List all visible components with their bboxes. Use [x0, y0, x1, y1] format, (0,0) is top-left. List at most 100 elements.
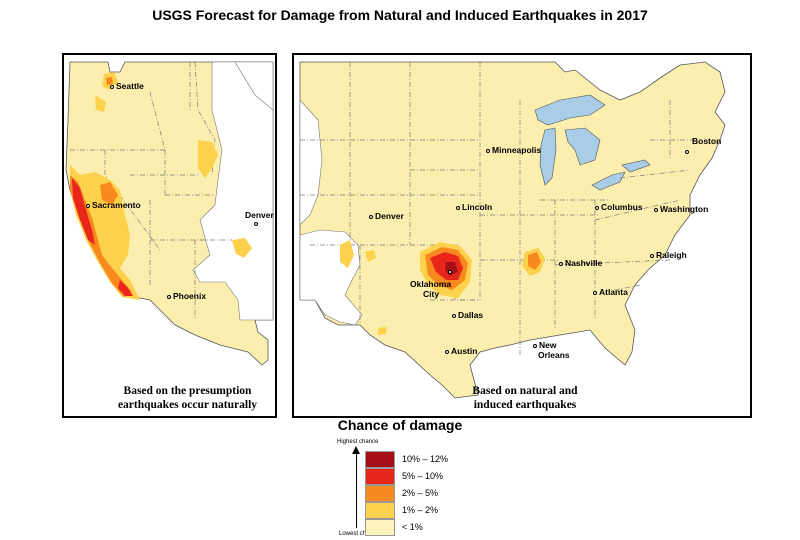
city-label: Austin — [451, 346, 478, 356]
legend-label: 10% – 12% — [402, 454, 449, 464]
city-dot-icon — [86, 203, 90, 208]
left-hazard-yellow-1 — [70, 165, 140, 300]
city-denver-left: Denver — [245, 210, 274, 220]
city-label: New — [539, 340, 557, 350]
lake-superior — [534, 94, 606, 126]
legend-swatch — [365, 451, 395, 468]
legend-highest-label: Highest chance — [337, 439, 379, 445]
city-dot-icon — [110, 84, 114, 89]
right-panel — [292, 53, 752, 418]
city-label: City — [423, 289, 440, 299]
left-caption-line2: earthquakes occur naturally — [117, 399, 258, 411]
city-austin: Austin — [445, 346, 477, 356]
city-oklahoma-city: City — [423, 289, 439, 299]
city-dot-icon — [533, 343, 537, 348]
left-white-nw — [234, 61, 274, 111]
city-boston-dot — [685, 146, 691, 156]
left-caption: Based on the presumption earthquakes occ… — [95, 384, 280, 412]
city-boston: Boston — [692, 136, 721, 146]
right-caption-line2: induced earthquakes — [473, 399, 577, 411]
legend-swatch — [365, 502, 395, 519]
legend-label: 2% – 5% — [402, 488, 439, 498]
page-title: USGS Forecast for Damage from Natural an… — [152, 7, 648, 23]
city-dot-icon — [167, 294, 171, 299]
city-label: Denver — [245, 210, 274, 220]
left-hazard-yellow-2 — [198, 140, 218, 178]
lake-michigan — [539, 127, 557, 186]
city-label: Dallas — [458, 310, 484, 320]
city-label: Minneapolis — [492, 145, 542, 155]
city-dot-icon — [486, 148, 490, 153]
city-orleans: Orleans — [538, 350, 570, 360]
city-sacramento: Sacramento — [86, 200, 141, 210]
city-lincoln: Lincoln — [456, 202, 492, 212]
city-oklahoma-dot — [448, 266, 454, 276]
city-minneapolis: Minneapolis — [486, 145, 541, 155]
left-hazard-yellow-4 — [95, 95, 106, 112]
legend-swatch — [365, 485, 395, 502]
left-hazard-orange-seattle — [106, 77, 113, 85]
city-dot-icon — [685, 149, 689, 154]
legend-row: 5% – 10% — [365, 468, 525, 485]
city-dot-icon — [650, 253, 654, 258]
left-caption-line1: Based on the presumption — [123, 385, 252, 397]
city-label: Phoenix — [173, 291, 207, 301]
city-dot-icon — [448, 269, 452, 274]
legend-row: 1% – 2% — [365, 502, 525, 519]
legend-arrow-shaft — [356, 452, 357, 528]
city-denver-right: Denver — [369, 211, 404, 221]
right-caption-line1: Based on natural and — [472, 385, 578, 397]
left-hazard-yellow-3 — [232, 238, 252, 258]
city-seattle: Seattle — [110, 81, 144, 91]
left-hazard-orange-2 — [100, 182, 118, 205]
city-label: Sacramento — [92, 200, 141, 210]
legend-label: 1% – 2% — [402, 505, 439, 515]
legend-title: Chance of damage — [337, 417, 463, 433]
city-dot-icon — [593, 290, 597, 295]
city-oklahoma: Oklahoma — [410, 279, 451, 289]
city-raleigh: Raleigh — [650, 250, 687, 260]
city-new-orleans: New — [533, 340, 556, 350]
right-caption: Based on natural and induced earthquakes — [430, 384, 620, 412]
left-white-region — [192, 61, 274, 321]
city-label: Seattle — [116, 81, 144, 91]
raton-hazard — [365, 250, 376, 262]
legend-label: 5% – 10% — [402, 471, 444, 481]
city-label: Raleigh — [656, 250, 687, 260]
legend-lowest-label: Lowest chance — [339, 531, 380, 537]
legend-row: 10% – 12% — [365, 451, 525, 468]
lake-ontario — [621, 159, 651, 173]
texas-spot-hazard — [378, 327, 386, 335]
lake-erie — [591, 171, 626, 191]
left-hazard-red-1 — [72, 178, 95, 245]
city-label: Oklahoma — [410, 279, 452, 289]
city-phoenix: Phoenix — [167, 291, 206, 301]
city-label: Nashville — [565, 258, 603, 268]
lake-huron — [564, 127, 601, 166]
city-label: Lincoln — [462, 202, 493, 212]
right-state-borders — [300, 62, 695, 355]
left-hazard-red-2 — [118, 280, 133, 296]
legend-row: 2% – 5% — [365, 485, 525, 502]
left-panel-map — [65, 61, 274, 366]
city-label: Atlanta — [599, 287, 628, 297]
city-dot-icon — [369, 214, 373, 219]
city-columbus: Columbus — [595, 202, 643, 212]
city-dot-icon — [595, 205, 599, 210]
city-label: Denver — [375, 211, 404, 221]
city-atlanta: Atlanta — [593, 287, 628, 297]
nm-hazard-orange — [528, 252, 541, 270]
city-denver-left-dot — [254, 218, 260, 228]
city-dot-icon — [654, 207, 658, 212]
left-panel — [62, 53, 277, 418]
city-label: Columbus — [601, 202, 643, 212]
sw-hazard-yellow — [340, 240, 354, 268]
city-dot-icon — [445, 349, 449, 354]
city-dot-icon — [254, 221, 258, 226]
city-dot-icon — [559, 261, 563, 266]
legend-label: < 1% — [402, 522, 423, 532]
legend-row: < 1% — [365, 519, 525, 536]
city-label: Washington — [660, 204, 709, 214]
city-dot-icon — [456, 205, 460, 210]
legend-swatch — [365, 468, 395, 485]
